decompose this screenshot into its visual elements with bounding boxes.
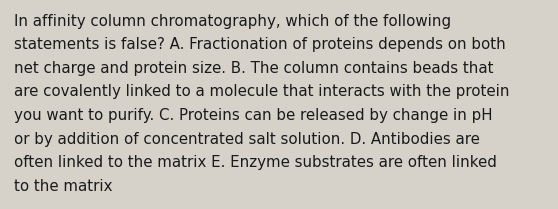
Text: often linked to the matrix E. Enzyme substrates are often linked: often linked to the matrix E. Enzyme sub… (14, 155, 497, 170)
Text: to the matrix: to the matrix (14, 179, 113, 194)
Text: you want to purify. C. Proteins can be released by change in pH: you want to purify. C. Proteins can be r… (14, 108, 493, 123)
Text: or by addition of concentrated salt solution. D. Antibodies are: or by addition of concentrated salt solu… (14, 132, 480, 147)
Text: are covalently linked to a molecule that interacts with the protein: are covalently linked to a molecule that… (14, 84, 509, 99)
Text: net charge and protein size. B. The column contains beads that: net charge and protein size. B. The colu… (14, 61, 493, 76)
Text: In affinity column chromatography, which of the following: In affinity column chromatography, which… (14, 14, 451, 29)
Text: statements is false? A. Fractionation of proteins depends on both: statements is false? A. Fractionation of… (14, 37, 506, 52)
